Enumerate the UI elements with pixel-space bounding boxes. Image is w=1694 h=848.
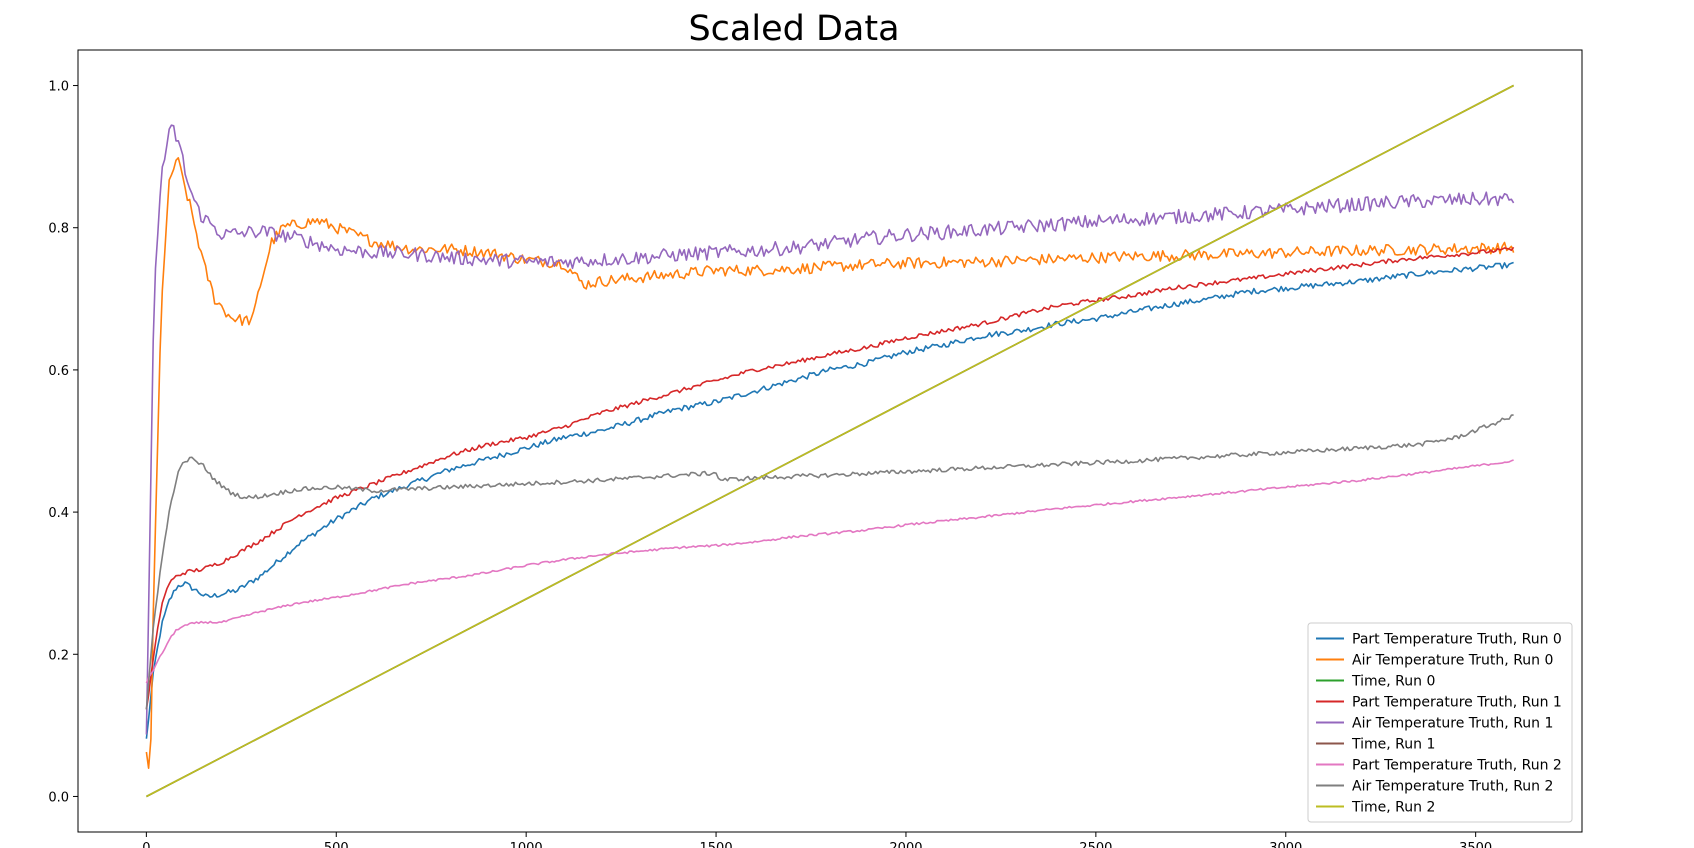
legend-label: Time, Run 2 [1351,800,1435,816]
legend: Part Temperature Truth, Run 0 Air Tempera… [1307,622,1573,823]
series-line-8 [146,84,1514,798]
legend-label: Time, Run 0 [1351,674,1435,690]
series-line-1 [145,157,1515,770]
plot-lines [145,84,1515,798]
legend-label: Time, Run 1 [1351,737,1435,753]
legend-label: Part Temperature Truth, Run 0 [1352,632,1562,648]
x-tick-label: 2000 [889,841,922,848]
series-line-6 [145,459,1514,684]
x-axis: 0 500 1000 1500 2000 2500 3000 3500 [142,832,1492,848]
x-tick-label: 0 [142,841,150,848]
y-axis: 0.0 0.2 0.4 0.6 0.8 1.0 [48,80,78,805]
y-tick-label: 0.2 [48,648,69,663]
y-tick-label: 0.0 [48,790,69,805]
x-tick-label: 1500 [700,841,733,848]
legend-label: Air Temperature Truth, Run 1 [1352,716,1553,732]
y-tick-label: 0.8 [48,222,69,237]
legend-box [1307,622,1573,823]
plot-frame [77,49,1583,833]
y-tick-label: 0.6 [48,364,69,379]
series-line-3 [145,246,1515,710]
y-tick-label: 1.0 [48,80,69,95]
x-tick-label: 3500 [1459,841,1492,848]
y-tick-label: 0.4 [48,506,69,521]
series-line-7 [145,414,1514,710]
legend-label: Air Temperature Truth, Run 2 [1352,779,1553,795]
x-tick-label: 500 [324,841,349,848]
legend-label: Part Temperature Truth, Run 1 [1352,695,1562,711]
x-tick-label: 2500 [1079,841,1112,848]
x-tick-label: 1000 [510,841,543,848]
x-tick-label: 3000 [1269,841,1302,848]
series-line-0 [145,261,1514,739]
legend-label: Air Temperature Truth, Run 0 [1352,653,1553,669]
legend-label: Part Temperature Truth, Run 2 [1352,758,1562,774]
chart-title: Scaled Data [688,9,899,49]
